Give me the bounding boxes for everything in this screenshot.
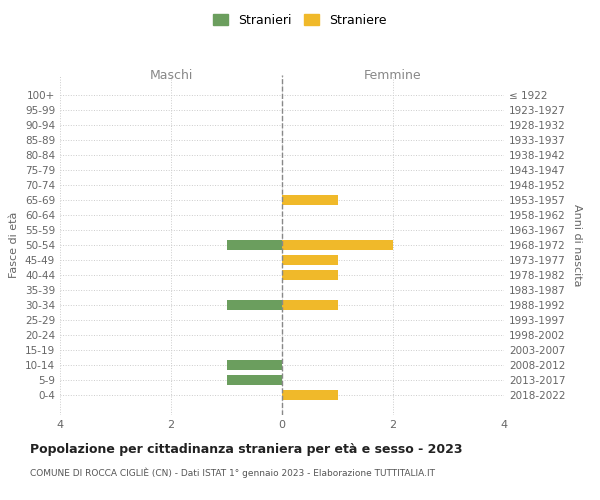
Bar bbox=[282, 300, 337, 310]
Bar bbox=[227, 300, 282, 310]
Bar bbox=[227, 240, 282, 250]
Text: Popolazione per cittadinanza straniera per età e sesso - 2023: Popolazione per cittadinanza straniera p… bbox=[30, 442, 463, 456]
Bar bbox=[227, 375, 282, 384]
Bar bbox=[282, 195, 337, 205]
Bar bbox=[282, 390, 337, 400]
Bar bbox=[282, 270, 337, 280]
Text: COMUNE DI ROCCA CIGLIÈ (CN) - Dati ISTAT 1° gennaio 2023 - Elaborazione TUTTITAL: COMUNE DI ROCCA CIGLIÈ (CN) - Dati ISTAT… bbox=[30, 468, 435, 478]
Bar bbox=[227, 360, 282, 370]
Legend: Stranieri, Straniere: Stranieri, Straniere bbox=[208, 8, 392, 32]
Y-axis label: Anni di nascita: Anni di nascita bbox=[572, 204, 582, 286]
Bar bbox=[282, 240, 393, 250]
Text: Femmine: Femmine bbox=[364, 69, 422, 82]
Bar bbox=[282, 255, 337, 265]
Text: Maschi: Maschi bbox=[149, 69, 193, 82]
Y-axis label: Fasce di età: Fasce di età bbox=[10, 212, 19, 278]
